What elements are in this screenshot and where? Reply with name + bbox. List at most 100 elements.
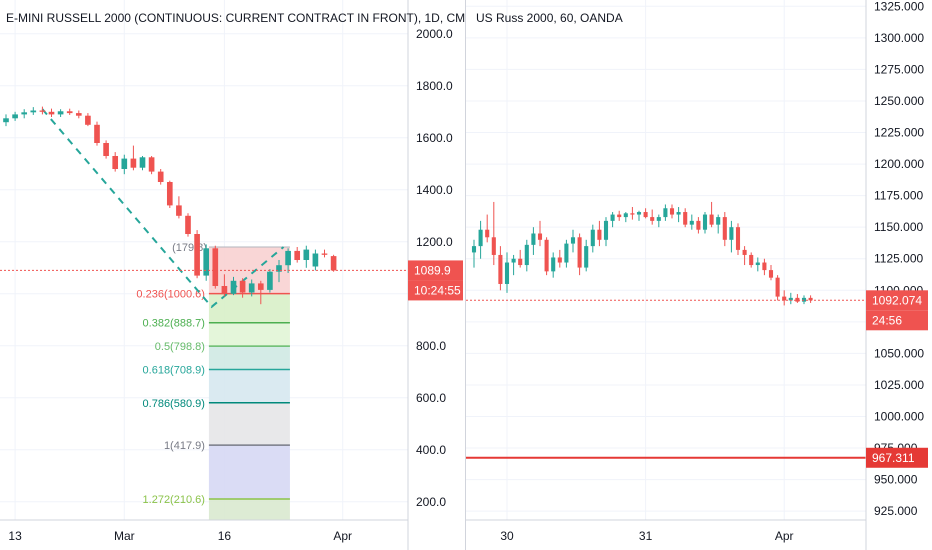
candle-body: [650, 217, 655, 221]
candle: [112, 152, 119, 172]
pane-divider[interactable]: [465, 0, 466, 550]
candle-body: [103, 143, 109, 156]
candle-body: [21, 112, 28, 115]
y-tick-label: 1175.000: [874, 189, 923, 203]
candle-body: [94, 124, 100, 143]
candle: [267, 269, 273, 293]
candle: [669, 204, 675, 219]
fib-zone: [208, 445, 290, 500]
candle-body: [564, 243, 569, 263]
candle-body: [584, 246, 589, 268]
left-chart-pane[interactable]: (179.8) 0.236(1000.6) 0.382(888.7) 0.5(798.…: [0, 0, 473, 550]
fib-level-label: 0.618(708.9): [143, 364, 205, 376]
candle: [194, 230, 200, 279]
candle: [762, 258, 767, 276]
x-tick-label: Apr: [333, 529, 352, 543]
candle: [782, 290, 787, 306]
candle-body: [239, 280, 246, 293]
y-tick-label: 925.000: [874, 504, 918, 518]
candle: [498, 246, 503, 291]
countdown-tag: [866, 310, 928, 331]
candle-body: [478, 229, 483, 247]
y-tick-label: 1600.0: [416, 131, 453, 145]
candle-body: [518, 258, 523, 266]
candle: [203, 244, 210, 281]
candle-body: [801, 297, 807, 302]
candle: [57, 109, 64, 117]
candle: [531, 227, 536, 255]
candle-body: [544, 239, 549, 272]
candle: [524, 239, 529, 272]
left-chart-svg[interactable]: (179.8) 0.236(1000.6) 0.382(888.7) 0.5(798.…: [0, 0, 465, 550]
candle-body: [669, 208, 675, 215]
candle-body: [130, 158, 137, 168]
candle-body: [557, 257, 562, 263]
fib-level-label: 0.5(798.8): [155, 341, 205, 353]
y-tick-label: 1050.000: [874, 346, 924, 360]
fib-zone: [208, 499, 290, 520]
candle-body: [795, 297, 800, 302]
candle: [676, 206, 681, 223]
candle: [85, 113, 91, 127]
candle: [257, 280, 264, 305]
candle: [221, 274, 228, 297]
candle-body: [12, 114, 18, 119]
fib-top-label: (179.8): [172, 242, 207, 254]
candle-body: [212, 248, 219, 286]
candle: [94, 121, 100, 146]
candle-body: [112, 156, 119, 169]
candle-body: [610, 214, 615, 221]
candle-body: [330, 256, 337, 271]
candle: [788, 292, 793, 305]
candle: [21, 109, 28, 119]
fib-zone: [208, 369, 290, 403]
candle-body: [485, 229, 490, 238]
candle-body: [230, 280, 237, 294]
candle: [702, 212, 708, 234]
candle: [239, 278, 246, 298]
y-tick-label: 1800.0: [416, 79, 453, 93]
fib-zone: [208, 346, 290, 370]
candle: [716, 214, 721, 234]
candle: [689, 214, 694, 230]
candle-body: [551, 257, 556, 272]
candle: [212, 245, 219, 289]
y-tick-label: 1250.000: [874, 94, 924, 108]
y-tick-label: 1275.000: [874, 62, 924, 76]
y-tick-label: 1300.000: [874, 31, 924, 45]
candle: [285, 248, 291, 273]
y-tick-label: 800.0: [416, 339, 446, 353]
candle: [636, 210, 642, 221]
candle-body: [121, 158, 128, 169]
candle-body: [267, 271, 273, 290]
y-tick-label: 1200.0: [416, 235, 453, 249]
right-chart-svg[interactable]: 925.000950.000975.0001000.0001025.000105…: [466, 0, 932, 550]
candle-body: [221, 286, 228, 294]
candle-body: [590, 229, 595, 247]
candle: [551, 252, 556, 278]
candle-body: [312, 253, 319, 267]
candle: [504, 252, 510, 293]
candle: [735, 223, 741, 255]
candle-body: [48, 111, 55, 115]
candle-body: [491, 237, 496, 255]
candle: [570, 229, 576, 253]
right-chart-pane[interactable]: 925.000950.000975.0001000.0001025.000105…: [466, 0, 932, 550]
candle: [330, 254, 337, 272]
candle-body: [808, 297, 813, 301]
candle: [808, 295, 813, 303]
candle: [683, 208, 688, 228]
candle-body: [203, 248, 210, 276]
candle-body: [511, 258, 516, 263]
candle-body: [709, 214, 714, 225]
y-tick-label: 1150.000: [874, 220, 923, 234]
level-price-tag: [866, 447, 928, 468]
candle-body: [471, 246, 477, 253]
candle: [30, 107, 37, 115]
last-price-label: 1092.074: [872, 293, 922, 307]
candle: [294, 247, 301, 263]
candle-body: [176, 205, 182, 216]
candle-body: [39, 110, 46, 112]
candle-body: [531, 233, 536, 245]
candle-body: [570, 237, 576, 244]
